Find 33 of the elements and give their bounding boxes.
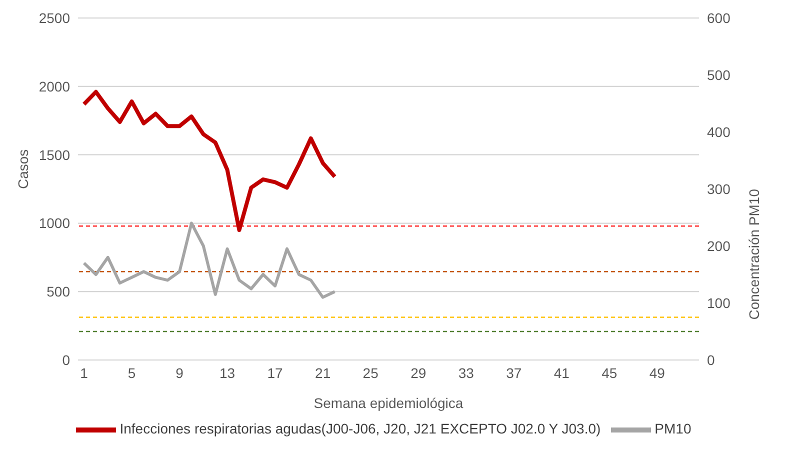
x-tick-label: 33 xyxy=(458,364,474,381)
x-tick-label: 5 xyxy=(128,364,136,381)
y2-tick-label: 100 xyxy=(707,294,731,311)
y-tick-label: 1500 xyxy=(38,146,70,163)
x-tick-label: 9 xyxy=(176,364,184,381)
x-tick-label: 45 xyxy=(602,364,618,381)
y2-tick-label: 0 xyxy=(707,352,715,368)
x-tick-label: 29 xyxy=(410,364,426,381)
x-tick-label: 17 xyxy=(267,364,284,381)
legend-label: PM10 xyxy=(654,420,692,437)
x-tick-label: 37 xyxy=(506,364,522,381)
y2-axis-title: Concentración PM10 xyxy=(746,188,762,320)
x-tick-label: 49 xyxy=(649,364,666,381)
legend-label: Infecciones respiratorias agudas(J00-J06, J20, J21 EXCEPTO J02.0 Y J03.0) xyxy=(120,420,601,437)
x-tick-label: 13 xyxy=(220,364,236,381)
y-tick-label: 2000 xyxy=(38,78,70,94)
y2-tick-label: 300 xyxy=(707,180,731,197)
x-tick-label: 25 xyxy=(362,364,379,381)
y-tick-label: 0 xyxy=(62,352,70,368)
x-axis-title: Semana epidemiológica xyxy=(314,395,464,411)
y-axis-title: Casos xyxy=(14,149,31,189)
line-series xyxy=(82,222,336,299)
y-tick-label: 1000 xyxy=(38,215,70,232)
x-tick-label: 41 xyxy=(554,364,570,381)
y2-tick-label: 400 xyxy=(707,124,731,140)
y-tick-label: 2500 xyxy=(38,10,70,26)
y2-tick-label: 200 xyxy=(707,238,731,254)
y2-tick-label: 600 xyxy=(707,10,731,26)
x-tick-label: 21 xyxy=(315,364,331,381)
y-tick-label: 500 xyxy=(46,284,70,300)
line-series xyxy=(82,90,337,232)
x-tick-label: 1 xyxy=(80,364,88,381)
y2-tick-label: 500 xyxy=(707,66,731,83)
